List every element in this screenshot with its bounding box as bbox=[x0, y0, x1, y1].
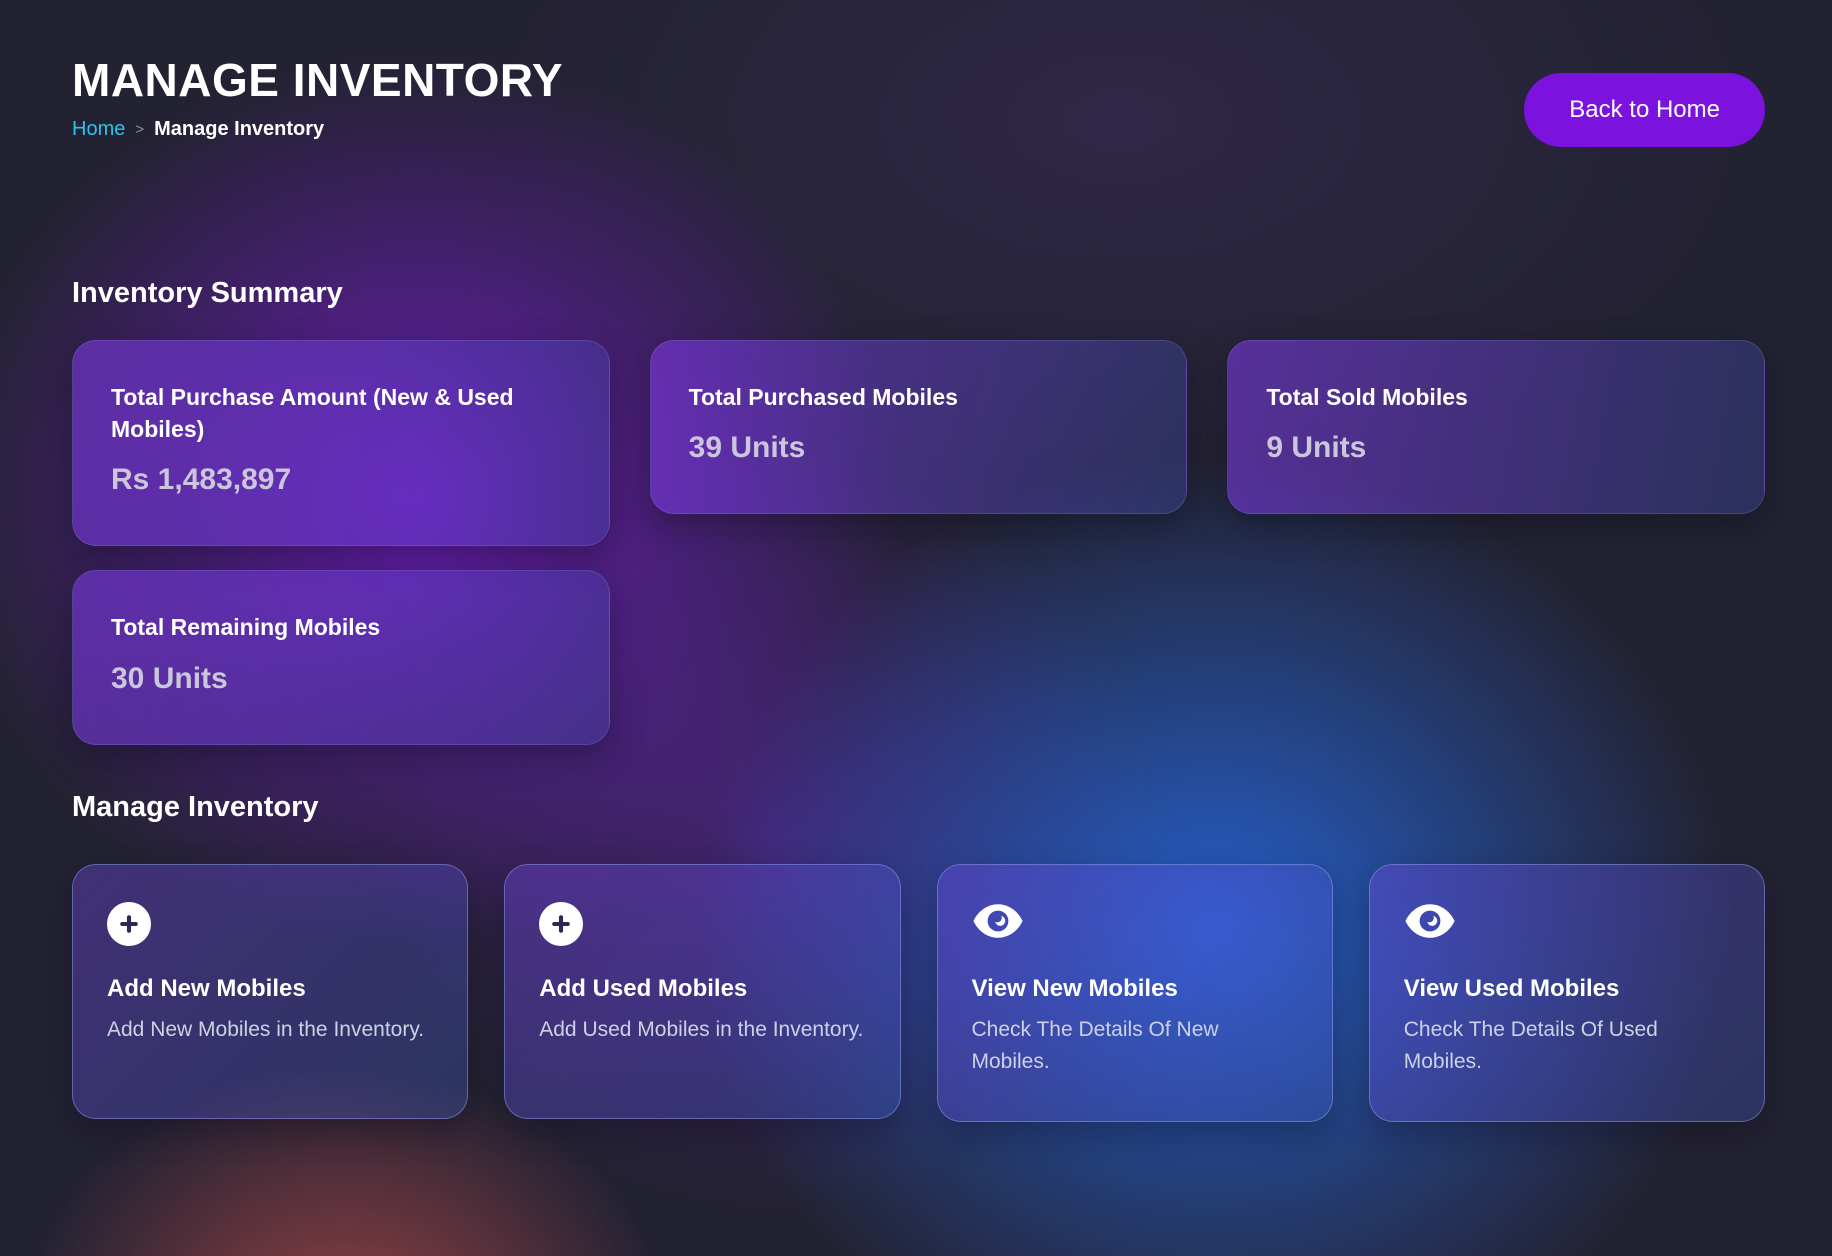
breadcrumb: Home > Manage Inventory bbox=[72, 118, 563, 141]
view-new-mobiles-card[interactable]: View New Mobiles Check The Details Of Ne… bbox=[936, 863, 1333, 1122]
page-header: MANAGE INVENTORY Home > Manage Inventory… bbox=[72, 56, 1765, 147]
breadcrumb-home-link[interactable]: Home bbox=[72, 118, 126, 141]
view-used-mobiles-card[interactable]: View Used Mobiles Check The Details Of U… bbox=[1368, 863, 1765, 1122]
summary-card-value: 9 Units bbox=[1266, 431, 1367, 465]
page: MANAGE INVENTORY Home > Manage Inventory… bbox=[72, 56, 1765, 1122]
add-used-mobiles-card[interactable]: Add Used Mobiles Add Used Mobiles in the… bbox=[504, 863, 901, 1119]
summary-card-value: Rs 1,483,897 bbox=[111, 463, 292, 497]
icon-wrap bbox=[107, 901, 433, 947]
summary-card-total-purchased-mobiles: Total Purchased Mobiles 39 Units bbox=[649, 340, 1188, 515]
summary-card-label: Total Sold Mobiles bbox=[1266, 384, 1468, 410]
icon-wrap bbox=[1404, 901, 1730, 947]
summary-card-total-purchase-amount: Total Purchase Amount (New & Used Mobile… bbox=[72, 340, 610, 547]
manage-card-title: Add Used Mobiles bbox=[539, 974, 748, 1002]
summary-card-total-remaining-mobiles: Total Remaining Mobiles 30 Units bbox=[72, 570, 610, 745]
section-heading-manage-inventory: Manage Inventory bbox=[72, 790, 319, 823]
summary-card-label: Total Remaining Mobiles bbox=[111, 614, 381, 641]
summary-card-total-sold-mobiles: Total Sold Mobiles 9 Units bbox=[1227, 340, 1765, 515]
section-heading-inventory-summary: Inventory Summary bbox=[72, 277, 343, 309]
breadcrumb-current: Manage Inventory bbox=[154, 118, 325, 141]
icon-wrap bbox=[972, 901, 1298, 947]
breadcrumb-separator: > bbox=[135, 121, 145, 139]
plus-icon bbox=[539, 901, 584, 946]
manage-card-description: Check The Details Of Used Mobiles. bbox=[1403, 1017, 1658, 1074]
summary-card-label: Total Purchased Mobiles bbox=[688, 384, 958, 410]
summary-card-grid: Total Purchase Amount (New & Used Mobile… bbox=[72, 340, 1765, 745]
eye-icon bbox=[972, 899, 1024, 948]
manage-card-title: Add New Mobiles bbox=[107, 974, 306, 1002]
add-new-mobiles-card[interactable]: Add New Mobiles Add New Mobiles in the I… bbox=[72, 863, 469, 1119]
summary-card-value: 39 Units bbox=[688, 431, 806, 465]
title-block: MANAGE INVENTORY Home > Manage Inventory bbox=[72, 56, 563, 141]
icon-wrap bbox=[539, 901, 865, 947]
summary-card-label: Total Purchase Amount (New & Used Mobile… bbox=[111, 384, 514, 443]
page-title: MANAGE INVENTORY bbox=[72, 54, 564, 106]
plus-icon bbox=[107, 901, 151, 946]
manage-card-grid: Add New Mobiles Add New Mobiles in the I… bbox=[72, 863, 1765, 1122]
eye-icon bbox=[1404, 899, 1456, 948]
back-to-home-button[interactable]: Back to Home bbox=[1524, 73, 1765, 147]
summary-card-value: 30 Units bbox=[111, 661, 228, 695]
manage-card-title: View New Mobiles bbox=[971, 974, 1178, 1002]
manage-card-title: View Used Mobiles bbox=[1403, 974, 1620, 1002]
manage-card-description: Add New Mobiles in the Inventory. bbox=[107, 1017, 425, 1041]
manage-card-description: Check The Details Of New Mobiles. bbox=[971, 1017, 1219, 1074]
manage-card-description: Add Used Mobiles in the Inventory. bbox=[539, 1017, 864, 1041]
